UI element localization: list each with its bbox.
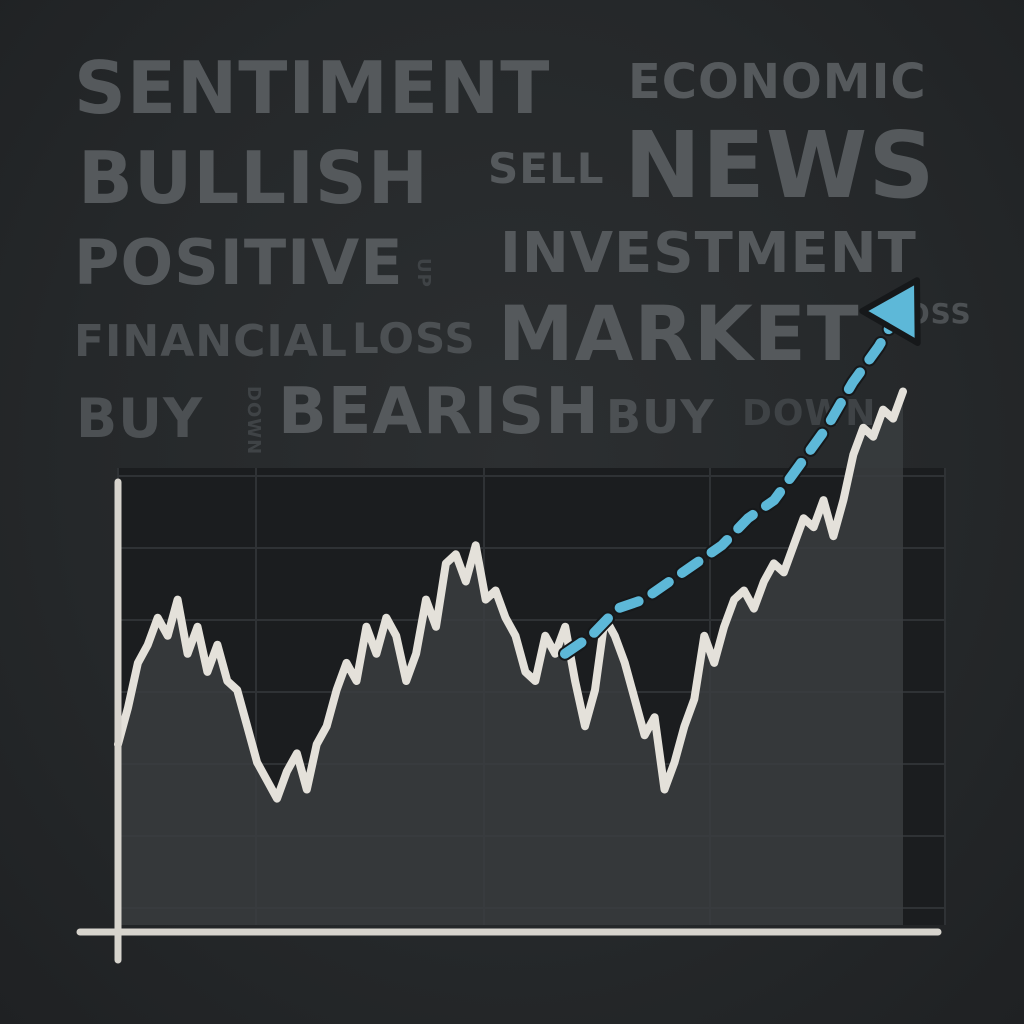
word-loss: LOSS: [352, 314, 476, 363]
word-market: MARKET: [498, 289, 860, 378]
word-positive: POSITIVE: [74, 226, 404, 299]
arrow-up-icon: [859, 277, 921, 347]
word-buy-second: BUY: [606, 390, 715, 444]
word-financial: FINANCIAL: [74, 316, 348, 367]
price-line: [114, 387, 907, 803]
word-investment: INVESTMENT: [500, 221, 917, 286]
forecast-line: [560, 296, 910, 659]
word-bearish: BEARISH: [278, 375, 600, 449]
word-sell: SELL: [488, 144, 605, 193]
word-bullish: BULLISH: [78, 136, 430, 220]
word-economic: ECONOMIC: [628, 54, 927, 110]
word-down: DOWN: [742, 393, 877, 434]
word-news: NEWS: [624, 112, 936, 219]
word-buy: BUY: [76, 387, 204, 450]
word-sentiment: SENTIMENT: [74, 46, 551, 130]
price-area-fill: [118, 391, 903, 925]
